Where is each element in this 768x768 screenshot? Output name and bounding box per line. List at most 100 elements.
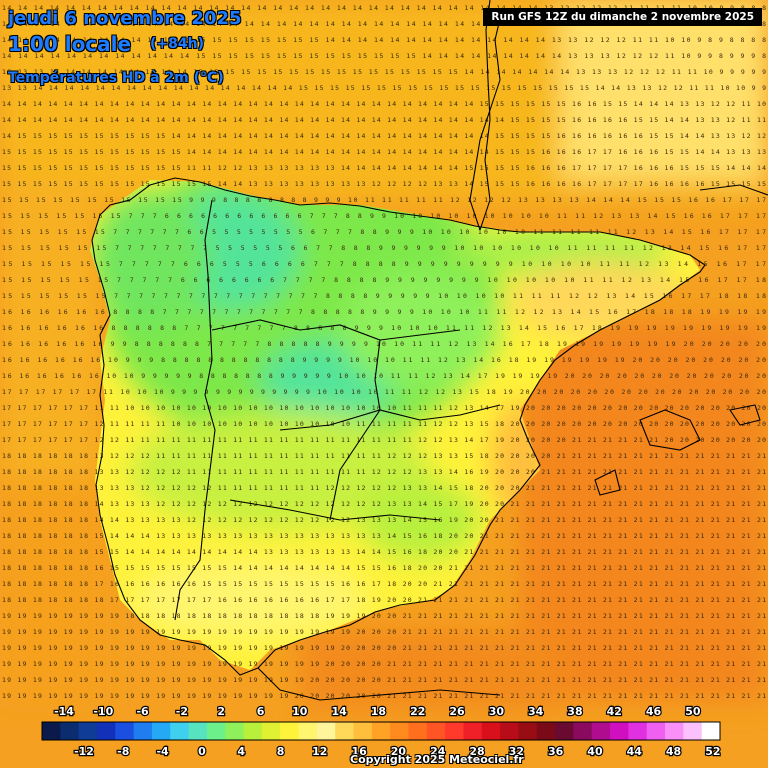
legend-tick-label: 46 [646,705,662,718]
legend-tick-label: 38 [567,705,582,718]
legend-swatch [115,722,135,740]
grid-row: 15 15 15 15 15 15 15 15 15 15 15 9 9 9 8… [2,196,766,204]
legend-tick-label: -4 [156,745,169,758]
legend-swatch [170,722,190,740]
grid-row: 14 14 14 14 14 14 14 14 14 14 14 14 14 1… [2,4,766,12]
legend-swatch [133,722,153,740]
legend-tick-label: -10 [93,705,113,718]
legend-swatch [463,722,483,740]
grid-row: 14 14 14 14 14 14 14 14 14 14 14 14 15 1… [2,36,766,44]
grid-row: 13 13 13 14 14 14 14 14 14 14 14 14 15 1… [2,68,766,76]
grid-row: 18 18 18 18 18 18 14 13 13 13 12 12 12 1… [2,500,766,508]
grid-row: 16 16 16 16 16 16 9 9 8 8 8 8 8 8 7 7 7 … [2,340,766,348]
legend-swatch [96,722,116,740]
legend-swatch [445,722,464,740]
legend-tick-label: 40 [587,745,603,758]
legend-swatch [60,722,80,740]
legend-tick-label: 30 [489,705,505,718]
legend-border [41,721,721,741]
grid-row: 17 17 17 17 17 17 12 11 11 11 11 10 10 1… [2,420,766,428]
grid-row: 14 14 14 14 14 14 14 14 14 14 14 14 14 1… [2,100,766,108]
forecast-date: jeudi 6 novembre 2025 [8,8,242,29]
coastline-iberia [91,177,706,676]
legend-tick-label: 48 [666,745,681,758]
grid-row: 17 17 17 17 17 17 11 11 10 10 10 10 10 1… [2,404,766,412]
grid-row: 19 19 19 19 19 19 19 19 19 19 19 19 19 1… [2,676,766,684]
legend-tick-label: -14 [54,705,74,718]
grid-row: 18 18 18 18 18 18 13 12 12 12 11 11 11 1… [2,452,766,460]
legend-swatch [610,722,629,740]
legend-tick-label: 4 [237,745,245,758]
model-run-label: Run GFS 12Z du dimanche 2 novembre 2025 [483,8,762,26]
legend-tick-label: -8 [117,745,129,758]
region-border-2 [279,404,501,431]
grid-row: 18 18 18 18 18 18 14 14 13 13 13 13 12 1… [2,516,766,524]
legend-swatch [280,722,300,740]
legend-swatch [408,722,428,740]
grid-row: 18 18 18 18 18 18 15 14 14 14 13 13 13 1… [2,532,766,540]
sea-shading [0,0,768,710]
grid-row: 15 15 15 15 15 15 15 15 15 15 15 15 15 1… [2,180,766,188]
region-border-4 [329,339,381,521]
legend-swatches [41,721,721,741]
grid-row: 18 18 18 18 18 18 13 13 12 12 12 12 11 1… [2,468,766,476]
color-scale-legend: -14 -10 -6 -2 2 6 10 14 18 22 26 30 34 38 42 46 50 -12 -8… [41,704,722,759]
grid-row: 15 15 15 15 15 15 15 15 15 15 15 15 11 1… [2,164,766,172]
legend-swatch [298,722,318,740]
legend-tick-label: 10 [292,705,308,718]
balearic-mallorca [639,409,701,451]
france-coast [469,9,503,231]
legend-swatch [261,722,281,740]
forecast-time: 1:00 locale [8,32,132,56]
grid-row: 18 18 18 18 18 18 15 15 14 14 14 14 14 1… [2,548,766,556]
legend-tick-label: 20 [391,745,407,758]
legend-tick-label: 8 [277,745,285,758]
legend-tick-label: 32 [509,745,524,758]
legend-swatch [188,722,208,740]
legend-swatch [555,722,574,740]
grid-row: 18 18 18 18 18 18 17 16 16 16 16 16 16 1… [2,580,766,588]
corsica-sardinia-edge [699,184,768,196]
legend-swatch [518,722,538,740]
legend-swatch [573,722,593,740]
legend-swatch [536,722,556,740]
legend-tick-label: 26 [449,705,465,718]
grid-row: 18 18 18 18 18 18 13 13 13 12 12 12 12 1… [2,484,766,492]
legend-tick-label: -2 [176,705,188,718]
legend-tick-label: 34 [528,705,544,718]
legend-swatch [151,722,171,740]
grid-row: 18 18 18 18 18 18 18 17 17 17 17 17 17 1… [2,596,766,604]
grid-row: 15 15 15 15 15 15 15 15 15 15 15 15 14 1… [2,148,766,156]
legend-swatch [481,722,501,740]
grid-row: 14 14 14 14 14 14 14 14 14 14 14 14 14 1… [2,116,766,124]
legend-tick-label: 14 [331,705,347,718]
region-border-3 [229,499,441,521]
grid-row: 15 15 15 15 15 15 7 7 7 7 7 7 7 7 7 7 7 … [2,292,766,300]
grid-row: 19 19 19 19 19 19 19 19 18 18 18 18 18 1… [2,612,766,620]
legend-swatch [665,722,684,740]
legend-tick-label: 2 [217,705,225,718]
grid-row: 15 15 15 15 15 15 15 7 7 7 6 6 6 6 6 6 6… [2,212,766,220]
grid-row: 14 14 14 14 14 14 14 14 14 14 14 14 14 1… [2,20,766,28]
legend-swatch [371,722,391,740]
region-border-1 [211,319,461,341]
legend-swatch [701,722,721,740]
balearic-menorca [729,404,761,426]
legend-tick-label: 36 [548,745,564,758]
grid-row: 19 19 19 19 19 19 19 19 19 19 19 19 19 1… [2,628,766,636]
legend-tick-label: 42 [607,705,622,718]
legend-swatch [591,722,611,740]
grid-row: 19 19 19 19 19 19 19 19 19 19 19 19 19 1… [2,644,766,652]
legend-swatch [42,722,61,740]
legend-swatch [628,722,648,740]
grid-row: 16 16 16 16 16 16 10 10 9 9 9 9 9 8 8 8 … [2,372,766,380]
grid-row: 17 17 17 17 17 17 12 12 11 11 11 11 11 1… [2,436,766,444]
legend-tick-label: 24 [430,745,446,758]
legend-tick-label: -6 [136,705,149,718]
grid-row: 14 15 15 15 15 15 15 15 15 15 15 14 14 1… [2,132,766,140]
legend-swatch [225,722,245,740]
legend-ticks-top: -14 -10 -6 -2 2 6 10 14 18 22 26 30 34 38 42 46 50 [53,704,702,719]
legend-swatch [243,722,263,740]
